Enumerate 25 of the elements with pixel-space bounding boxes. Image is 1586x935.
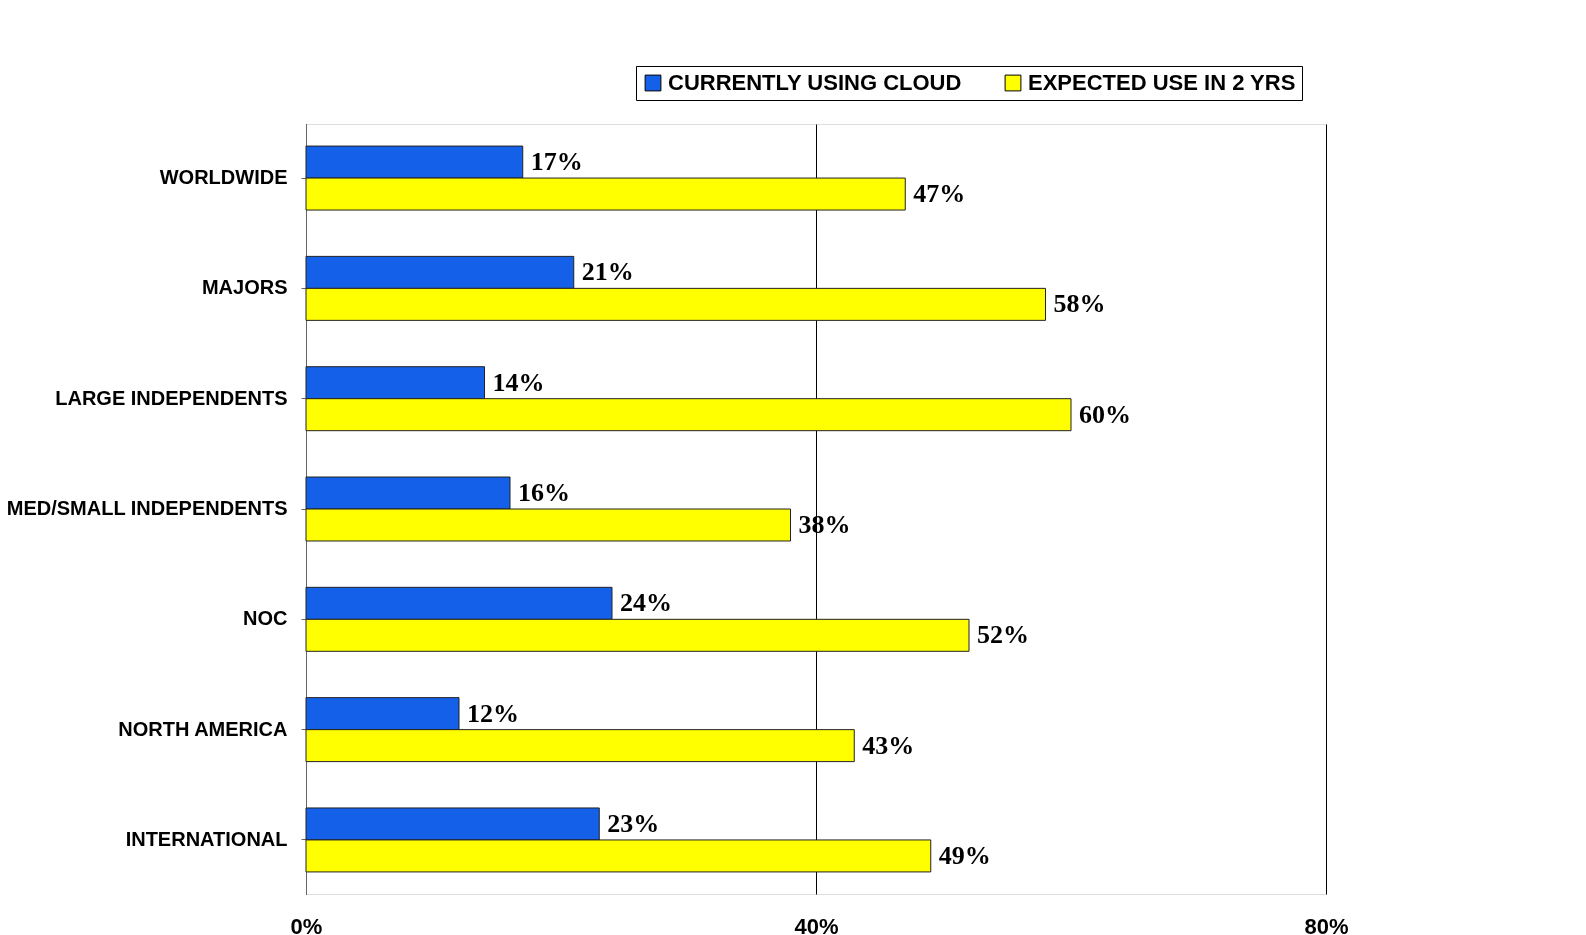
x-tick-label: 80% bbox=[1304, 913, 1349, 935]
data-label: 47% bbox=[913, 179, 966, 209]
data-label: 43% bbox=[862, 730, 915, 760]
x-tick-label: 0% bbox=[290, 913, 323, 935]
y-tick-label: MAJORS bbox=[201, 276, 288, 299]
data-label: 24% bbox=[620, 588, 672, 618]
y-tick-label: MED/SMALL INDEPENDENTS bbox=[6, 497, 288, 519]
data-label: 17% bbox=[530, 147, 583, 177]
y-tick-label: WORLDWIDE bbox=[159, 166, 288, 189]
y-tick-label: NORTH AMERICA bbox=[118, 717, 288, 740]
data-label: 58% bbox=[1053, 289, 1106, 319]
data-label: 21% bbox=[581, 257, 634, 287]
legend-label: CURRENTLY USING CLOUD bbox=[668, 70, 962, 95]
legend-label: EXPECTED USE IN 2 YRS bbox=[1028, 70, 1296, 95]
data-label: 60% bbox=[1079, 399, 1131, 429]
y-tick-label: INTERNATIONAL bbox=[125, 827, 288, 850]
y-tick-label: NOC bbox=[243, 607, 288, 630]
data-label: 23% bbox=[607, 808, 660, 838]
data-label: 52% bbox=[977, 620, 1029, 650]
data-label: 49% bbox=[938, 840, 991, 870]
data-label: 14% bbox=[492, 367, 545, 397]
data-label: 12% bbox=[467, 698, 519, 728]
data-label: 16% bbox=[518, 478, 570, 507]
x-tick-label: 40% bbox=[794, 913, 839, 935]
y-tick-label: LARGE INDEPENDENTS bbox=[55, 386, 288, 409]
